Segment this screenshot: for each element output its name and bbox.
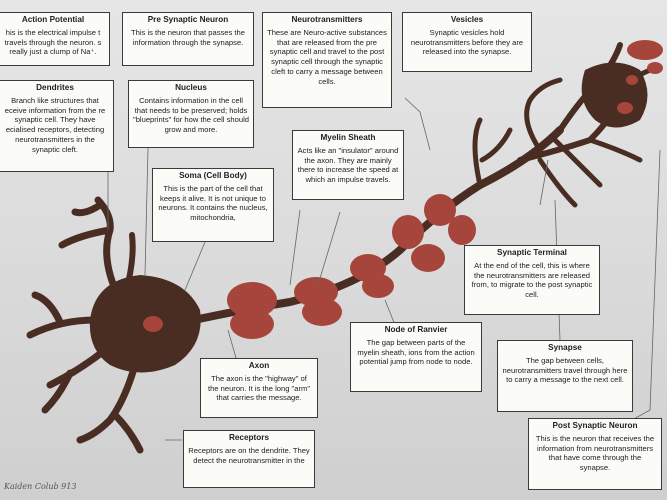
myelin-segment (411, 244, 445, 272)
synapse-label: Synapse The gap between cells, neurotran… (497, 340, 633, 412)
dendrite (26, 291, 99, 339)
label-title: Action Potential (21, 15, 85, 24)
dendrite (58, 196, 124, 304)
leader-line (404, 97, 431, 151)
label-title: Myelin Sheath (320, 133, 376, 142)
label-title: Pre Synaptic Neuron (147, 15, 229, 24)
label-text: The gap between cells, neurotransmitters… (502, 355, 628, 385)
label-text: The axon is the "highway" of the neuron.… (207, 373, 311, 403)
label-title: Node of Ranvier (384, 325, 448, 334)
leader-line (539, 159, 549, 206)
label-text: This is the neuron that receives the inf… (535, 433, 655, 473)
myelin-sheath-label: Myelin Sheath Acts like an "insulator" a… (292, 130, 404, 200)
node-of-ranvier-label: Node of Ranvier The gap between parts of… (350, 322, 482, 392)
axon-terminal-branch (537, 137, 603, 208)
soma-label: Soma (Cell Body) This is the part of the… (152, 168, 274, 242)
vesicles-label: Vesicles Synaptic vesicles hold neurotra… (402, 12, 532, 72)
leader-line (317, 211, 341, 286)
leader-line (227, 329, 237, 359)
nucleus-label: Nucleus Contains information in the cell… (128, 80, 254, 148)
dendrite (76, 361, 144, 454)
label-text: At the end of the cell, this is where th… (471, 260, 593, 300)
author-signature: Kaiden Colub 913 (4, 482, 77, 491)
vesicle (617, 102, 633, 114)
myelin-segment (227, 282, 277, 318)
vesicle (647, 62, 663, 74)
label-title: Synapse (548, 343, 582, 352)
leader-line (631, 149, 661, 421)
label-title: Receptors (228, 433, 270, 442)
axon-terminal-branch (587, 137, 643, 163)
pre-synaptic-neuron-label: Pre Synaptic Neuron This is the neuron t… (122, 12, 254, 66)
label-title: Post Synaptic Neuron (552, 421, 638, 430)
axon-terminal-branch (524, 77, 563, 153)
label-text: This is the neuron that passes the infor… (131, 27, 245, 47)
myelin-segment (230, 309, 274, 339)
neurotransmitters-label: Neurotransmitters These are Neuro-active… (262, 12, 392, 108)
label-text: Synaptic vesicles hold neurotransmitters… (410, 27, 524, 57)
label-text: This is the part of the cell that keeps … (158, 183, 268, 223)
myelin-segment (362, 274, 394, 298)
label-title: Nucleus (175, 83, 207, 92)
myelin-segment (302, 298, 342, 326)
leader-line (289, 209, 301, 286)
label-title: Axon (248, 361, 270, 370)
label-text: his is the electrical impulse t travels … (4, 27, 102, 57)
label-title: Neurotransmitters (291, 15, 363, 24)
label-text: These are Neuro-active substances that a… (267, 27, 387, 86)
post-synaptic-neuron-label: Post Synaptic Neuron This is the neuron … (528, 418, 662, 490)
vesicle (627, 40, 663, 60)
myelin-segment (392, 215, 424, 249)
leader-line (384, 299, 396, 326)
leader-line (184, 241, 206, 291)
nucleus (143, 316, 163, 332)
myelin-segment (424, 194, 456, 226)
receptors-label: Receptors Receptors are on the dendrite.… (183, 430, 315, 488)
label-text: Contains information in the cell that ne… (133, 95, 249, 135)
dendrites-label: Dendrites Branch like structures that ec… (0, 80, 114, 172)
label-text: The gap between parts of the myelin shea… (357, 337, 475, 367)
label-title: Soma (Cell Body) (179, 171, 247, 180)
axon-terminal-branch (472, 117, 513, 188)
vesicle (626, 75, 638, 85)
dendrite (41, 346, 109, 414)
axon-label: Axon The axon is the "highway" of the ne… (200, 358, 318, 418)
action-potential-label: Action Potential his is the electrical i… (0, 12, 110, 66)
label-text: Acts like an "insulator" around the axon… (297, 145, 399, 185)
myelin-segment (448, 215, 476, 245)
label-title: Synaptic Terminal (497, 248, 567, 257)
label-text: Branch like structures that eceive infor… (4, 95, 106, 154)
label-title: Vesicles (450, 15, 484, 24)
leader-line (144, 147, 149, 276)
synaptic-terminal-blob (581, 62, 648, 128)
synaptic-terminal-label: Synaptic Terminal At the end of the cell… (464, 245, 600, 315)
label-text: Receptors are on the dendrite. They dete… (188, 445, 310, 465)
label-title: Dendrites (36, 83, 74, 92)
